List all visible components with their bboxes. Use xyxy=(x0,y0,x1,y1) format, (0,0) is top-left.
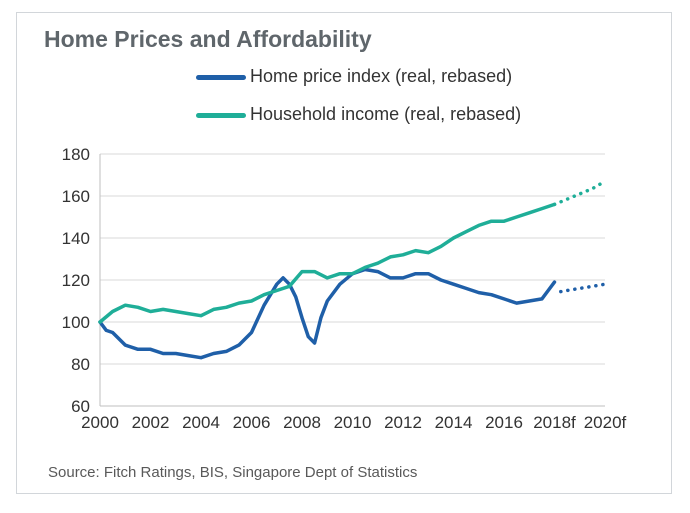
x-tick-label: 2016 xyxy=(485,413,523,432)
chart-frame xyxy=(16,12,672,494)
x-tick-label: 2002 xyxy=(132,413,170,432)
y-tick-label: 180 xyxy=(62,145,90,164)
series-line-1 xyxy=(98,202,557,324)
series-forecast-line-1 xyxy=(552,179,607,207)
x-tick-label: 2010 xyxy=(334,413,372,432)
legend-swatch-household-income xyxy=(196,113,246,118)
grid xyxy=(100,153,605,365)
series-forecast-line-0 xyxy=(559,282,607,294)
x-tick-label: 2006 xyxy=(233,413,271,432)
x-tick-label: 2000 xyxy=(81,413,119,432)
y-tick-label: 100 xyxy=(62,313,90,332)
y-tick-label: 80 xyxy=(71,355,90,374)
x-tick-label: 2014 xyxy=(435,413,473,432)
y-tick-label: 160 xyxy=(62,187,90,206)
y-tick-label: 140 xyxy=(62,229,90,248)
y-tick-label: 60 xyxy=(71,397,90,416)
x-tick-label: 2018f xyxy=(533,413,576,432)
source-note: Source: Fitch Ratings, BIS, Singapore De… xyxy=(48,464,418,481)
tick-labels: 60 80 100 120 140 160 180 2000 2002 2004 2006 2008 2… xyxy=(62,145,627,432)
legend-label-household-income: Household income (real, rebased) xyxy=(250,104,522,124)
legend-swatch-home-price xyxy=(196,75,246,80)
legend-item-home-price: Home price index (real, rebased) xyxy=(192,66,612,104)
legend: Home price index (real, rebased) Househo… xyxy=(192,66,612,142)
legend-item-household-income: Household income (real, rebased) xyxy=(192,104,612,142)
axes xyxy=(99,154,605,407)
x-tick-label: 2008 xyxy=(283,413,321,432)
series-line-0 xyxy=(98,267,557,360)
x-tick-label: 2020f xyxy=(584,413,627,432)
y-tick-label: 120 xyxy=(62,271,90,290)
series-layer xyxy=(98,179,607,360)
chart-title: Home Prices and Affordability xyxy=(44,26,372,52)
x-tick-label: 2004 xyxy=(182,413,220,432)
legend-label-home-price: Home price index (real, rebased) xyxy=(250,66,513,86)
x-tick-label: 2012 xyxy=(384,413,422,432)
